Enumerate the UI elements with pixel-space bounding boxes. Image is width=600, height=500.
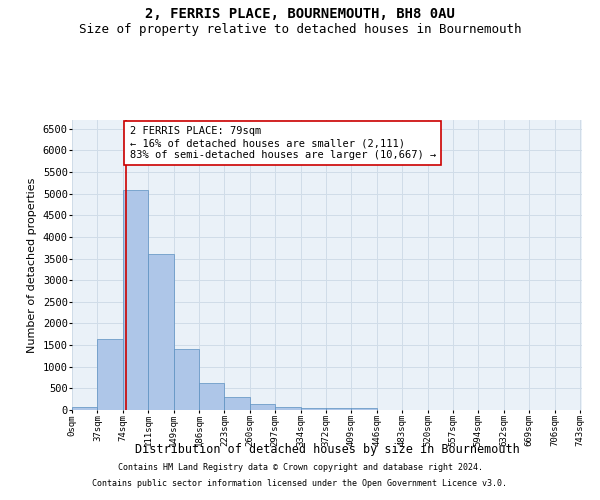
Bar (250, 404, 275, 410)
Bar (123, 190, 148, 410)
Y-axis label: Number of detached properties: Number of detached properties (27, 178, 37, 352)
Bar (224, 397, 250, 410)
Bar (148, 254, 173, 410)
Text: Size of property relative to detached houses in Bournemouth: Size of property relative to detached ho… (79, 22, 521, 36)
Bar (72, 407, 97, 410)
Text: Distribution of detached houses by size in Bournemouth: Distribution of detached houses by size … (134, 442, 520, 456)
Text: Contains public sector information licensed under the Open Government Licence v3: Contains public sector information licen… (92, 478, 508, 488)
Bar (97, 340, 123, 410)
Bar (173, 350, 199, 410)
Bar (275, 406, 301, 410)
Bar (301, 408, 326, 410)
Text: 2, FERRIS PLACE, BOURNEMOUTH, BH8 0AU: 2, FERRIS PLACE, BOURNEMOUTH, BH8 0AU (145, 8, 455, 22)
Text: Contains HM Land Registry data © Crown copyright and database right 2024.: Contains HM Land Registry data © Crown c… (118, 464, 482, 472)
Bar (352, 408, 377, 410)
Bar (326, 408, 352, 410)
Text: 2 FERRIS PLACE: 79sqm
← 16% of detached houses are smaller (2,111)
83% of semi-d: 2 FERRIS PLACE: 79sqm ← 16% of detached … (130, 126, 436, 160)
Bar (199, 383, 224, 410)
